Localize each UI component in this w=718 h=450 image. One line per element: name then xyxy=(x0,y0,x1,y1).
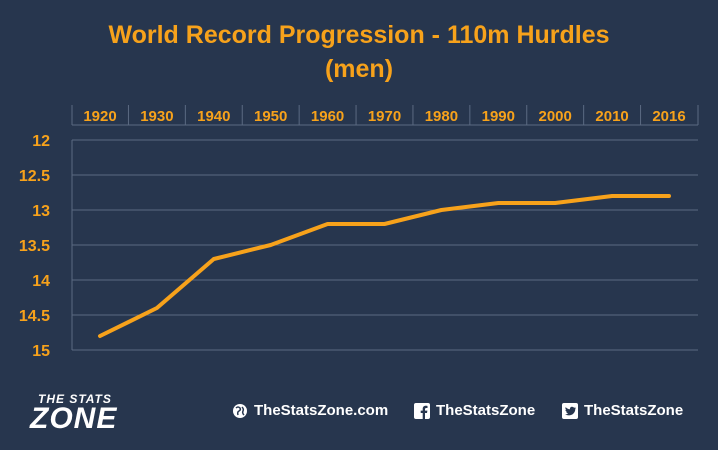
chart-title: World Record Progression - 110m Hurdles … xyxy=(0,18,718,86)
y-tick-label: 15 xyxy=(32,343,50,360)
twitter-text: TheStatsZone xyxy=(584,402,684,419)
website-text: TheStatsZone.com xyxy=(254,402,389,419)
y-tick-label: 13 xyxy=(32,203,50,220)
footer: THE STATS ZONE TheStatsZone.com TheStats… xyxy=(0,384,718,444)
chart-title-line1: World Record Progression - 110m Hurdles xyxy=(108,21,610,49)
x-tick-label: 1990 xyxy=(482,108,515,125)
twitter-link[interactable]: TheStatsZone xyxy=(562,402,683,419)
x-tick-label: 1970 xyxy=(368,108,401,125)
y-tick-label: 12.5 xyxy=(19,168,50,185)
stats-zone-logo: THE STATS ZONE xyxy=(30,392,160,438)
x-tick-label: 2000 xyxy=(539,108,572,125)
y-tick-label: 14.5 xyxy=(19,308,50,325)
x-tick-label: 1980 xyxy=(425,108,458,125)
x-tick-label: 1940 xyxy=(197,108,230,125)
y-tick-label: 12 xyxy=(32,133,50,150)
facebook-link[interactable]: TheStatsZone xyxy=(414,402,535,419)
facebook-icon xyxy=(414,402,430,419)
y-tick-label: 14 xyxy=(32,273,50,290)
x-tick-label: 1920 xyxy=(83,108,116,125)
website-link[interactable]: TheStatsZone.com xyxy=(232,402,388,419)
logo-bottom-text: ZONE xyxy=(30,402,118,435)
x-tick-label: 1960 xyxy=(311,108,344,125)
y-tick-label: 13.5 xyxy=(19,238,50,255)
x-tick-label: 2010 xyxy=(595,108,628,125)
globe-icon xyxy=(233,403,247,418)
twitter-icon xyxy=(562,402,578,419)
facebook-text: TheStatsZone xyxy=(436,402,536,419)
x-tick-label: 1950 xyxy=(254,108,287,125)
x-tick-label: 1930 xyxy=(140,108,173,125)
logo-top-text: THE STATS xyxy=(38,392,112,406)
chart-title-line2: (men) xyxy=(324,55,394,83)
x-tick-label: 2016 xyxy=(652,108,685,125)
